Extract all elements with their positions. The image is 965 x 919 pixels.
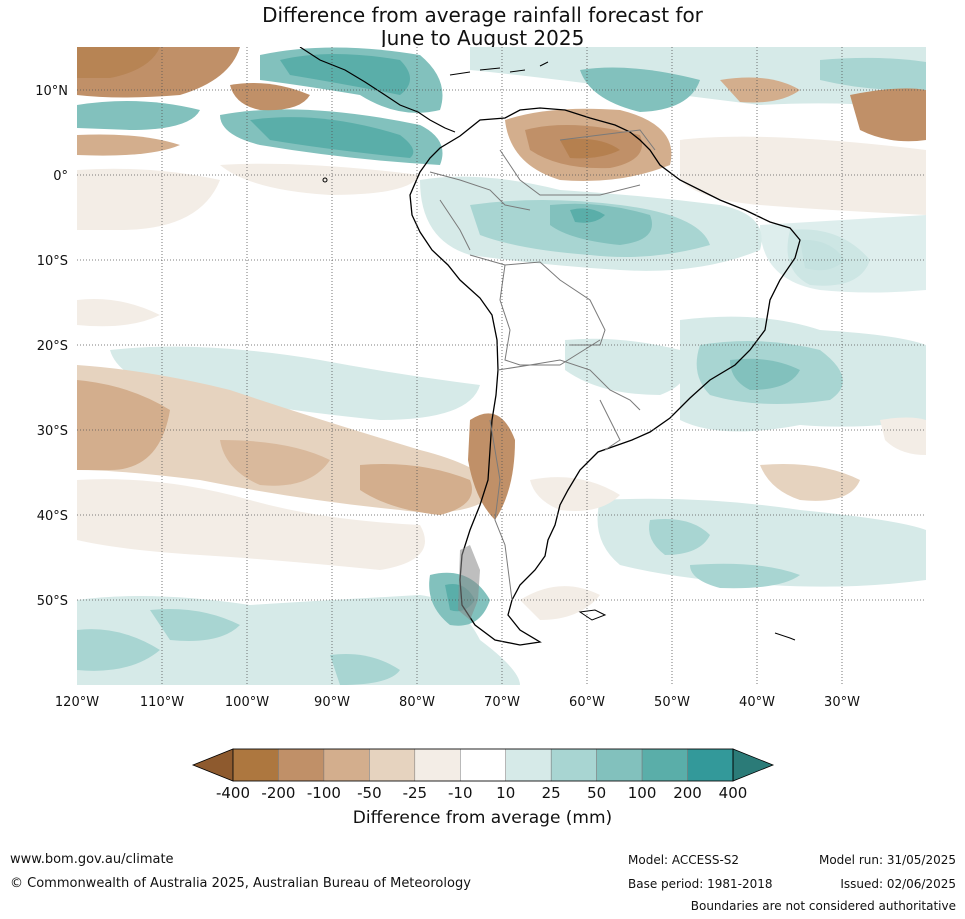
lon-tick-label: 120°W [55, 695, 99, 710]
central-america-coastline [299, 47, 456, 133]
lon-tick-label: 70°W [484, 695, 520, 710]
colorbar-cell [596, 748, 643, 782]
chile-archipelago [458, 545, 480, 620]
lon-tick-label: 90°W [314, 695, 350, 710]
colorbar-cell [460, 748, 506, 782]
south-america-coastline [409, 107, 801, 646]
boundaries-disclaimer: Boundaries are not considered authoritat… [690, 899, 956, 913]
colorbar-cells [191, 748, 775, 782]
colorbar-cell [687, 748, 734, 782]
issued-date: Issued: 02/06/2025 [840, 877, 956, 891]
galapagos-islands [322, 177, 328, 183]
colorbar-cell [550, 748, 597, 782]
colorbar-labels: -400 -200 -100 -50 -25 -10 10 25 50 100 200 400 [216, 784, 747, 802]
latitude-labels: 10°N 0° 10°S 20°S 30°S 40°S 50°S [35, 84, 68, 609]
lat-tick-label: 10°N [35, 84, 68, 99]
falkland-islands [578, 609, 607, 621]
lon-tick-label: 40°W [739, 695, 775, 710]
model-run: Model run: 31/05/2025 [818, 853, 956, 867]
lon-tick-label: 110°W [140, 695, 184, 710]
colorbar-tick-label: 10 [496, 784, 515, 802]
anomaly-shading [77, 47, 926, 685]
colorbar-extend-low [191, 748, 234, 782]
title-line-1: Difference from average rainfall forecas… [262, 3, 703, 27]
colorbar-cell [232, 748, 279, 782]
lat-tick-label: 0° [53, 169, 68, 184]
colorbar-tick-label: -200 [261, 784, 295, 802]
colorbar-tick-label: 400 [719, 784, 748, 802]
colorbar-tick-label: 200 [673, 784, 702, 802]
website-link[interactable]: www.bom.gov.au/climate [10, 852, 174, 867]
lon-tick-label: 60°W [569, 695, 605, 710]
colorbar-cell [278, 748, 325, 782]
colorbar-cell [323, 748, 370, 782]
base-period: Base period: 1981-2018 [628, 877, 773, 891]
south-georgia [774, 632, 796, 641]
title-line-2: June to August 2025 [380, 26, 585, 50]
map-field [77, 47, 926, 685]
lat-tick-label: 10°S [37, 254, 68, 269]
colorbar-tick-label: 25 [542, 784, 561, 802]
lat-tick-label: 50°S [37, 594, 68, 609]
chart-title: Difference from average rainfall forecas… [0, 4, 965, 50]
colorbar-cell [641, 748, 688, 782]
caribbean-islands [449, 61, 549, 76]
colorbar-tick-label: -100 [307, 784, 341, 802]
copyright-text: © Commonwealth of Australia 2025, Austra… [10, 876, 471, 891]
colorbar-tick-label: -50 [357, 784, 382, 802]
colorbar-cell [414, 748, 461, 782]
country-borders [429, 129, 656, 601]
colorbar-title: Difference from average (mm) [352, 808, 613, 828]
colorbar-tick-label: 100 [628, 784, 657, 802]
longitude-labels: 120°W 110°W 100°W 90°W 80°W 70°W 60°W 50°W 40°W 3… [55, 695, 860, 710]
graticule [77, 47, 926, 685]
colorbar-tick-label: 50 [587, 784, 606, 802]
lon-tick-label: 30°W [824, 695, 860, 710]
colorbar-cell [505, 748, 552, 782]
colorbar-cell [369, 748, 416, 782]
lon-tick-label: 80°W [399, 695, 435, 710]
colorbar-outline [232, 748, 734, 782]
colorbar-tick-label: -25 [403, 784, 428, 802]
lon-tick-label: 50°W [654, 695, 690, 710]
lat-tick-label: 30°S [37, 424, 68, 439]
colorbar-tick-label: -400 [216, 784, 250, 802]
lat-tick-label: 20°S [37, 339, 68, 354]
colorbar-extend-high [732, 748, 775, 782]
colorbar-tick-label: -10 [448, 784, 473, 802]
lat-tick-label: 40°S [37, 509, 68, 524]
lon-tick-label: 100°W [225, 695, 269, 710]
model-name: Model: ACCESS-S2 [628, 853, 740, 867]
